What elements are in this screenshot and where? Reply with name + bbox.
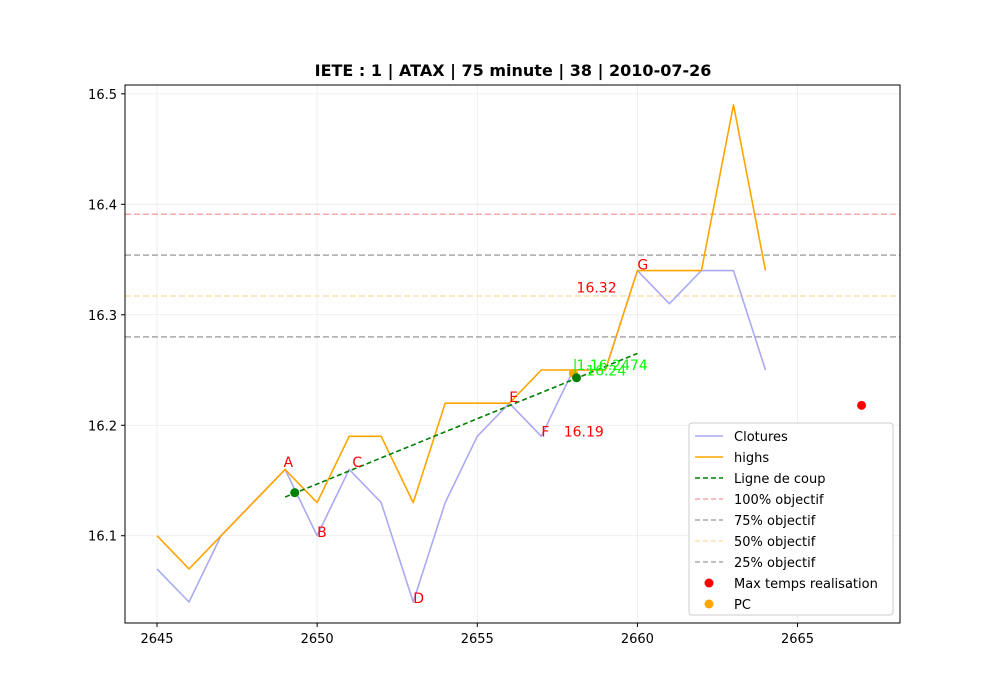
annotation-label: G <box>637 257 648 273</box>
x-tick-label: 2650 <box>301 632 334 647</box>
legend-label: Max temps realisation <box>734 577 878 592</box>
legend-marker <box>704 599 714 609</box>
grid <box>125 85 900 623</box>
legend-marker <box>704 578 714 588</box>
legend-label: Ligne de coup <box>734 472 825 487</box>
y-tick-label: 16.2 <box>88 419 117 434</box>
x-tick-label: 2645 <box>140 632 173 647</box>
annotation-label: 1.16.2474 <box>577 358 648 374</box>
annotation-label: E <box>509 390 518 406</box>
legend-label: Clotures <box>734 430 788 445</box>
highs-line <box>156 104 767 570</box>
chart-title: IETE : 1 | ATAX | 75 minute | 38 | 2010-… <box>315 61 712 81</box>
annotation-label: 16.19 <box>564 424 604 440</box>
legend-label: PC <box>734 598 751 613</box>
y-tick-label: 16.5 <box>88 88 117 103</box>
annotation-label: A <box>284 455 294 471</box>
green-point <box>290 488 300 498</box>
legend-label: 50% objectif <box>734 535 816 550</box>
x-tick-label: 2655 <box>461 632 494 647</box>
objective-lines <box>125 213 900 338</box>
legend-label: 25% objectif <box>734 556 816 571</box>
legend-box <box>688 422 894 616</box>
green-point <box>572 373 582 383</box>
x-tick-label: 2660 <box>621 632 654 647</box>
y-tick-label: 16.1 <box>88 530 117 545</box>
legend-label: highs <box>734 451 769 466</box>
x-tick-label: 2665 <box>781 632 814 647</box>
legend-label: 75% objectif <box>734 514 816 529</box>
y-tick-label: 16.4 <box>88 198 117 213</box>
clotures-line <box>156 269 767 603</box>
legend-label: 100% objectif <box>734 493 824 508</box>
annotation-label: F <box>541 424 549 440</box>
markers <box>290 368 867 498</box>
max-temps-point <box>857 400 867 410</box>
annotation-label: B <box>317 525 327 541</box>
series-lines <box>156 104 767 603</box>
axis-ticks: 2645 2650 2655 2660 2665 16.1 16.2 16.3 16.4 16.5 <box>88 88 814 647</box>
legend: Clotures highs Ligne de coup 100% objectif 7… <box>688 422 894 616</box>
annotation-label: 16.24 <box>586 364 626 380</box>
annotation-label: | <box>573 358 578 374</box>
annotation-label: D <box>413 591 424 607</box>
annotation-label: C <box>352 455 362 471</box>
annotation-label: 16.32 <box>577 281 617 297</box>
y-tick-label: 16.3 <box>88 309 117 324</box>
plot-frame <box>124 84 901 624</box>
